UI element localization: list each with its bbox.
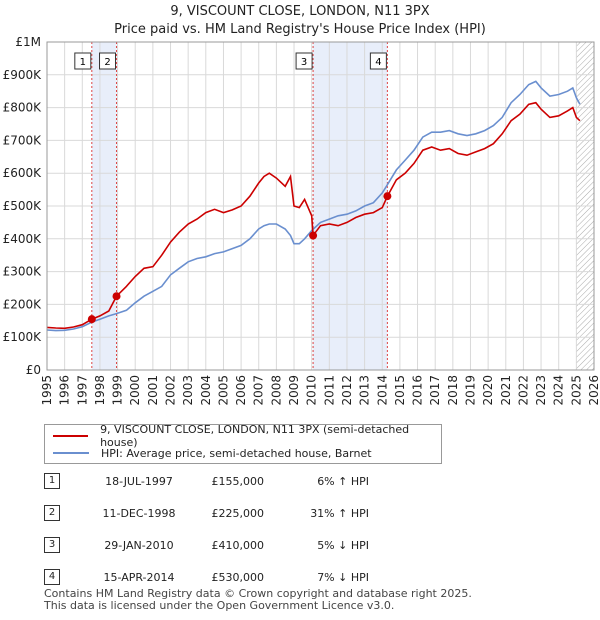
y-tick-label: £1M bbox=[15, 35, 41, 49]
transaction-date: 29-JAN-2010 bbox=[104, 539, 174, 552]
x-tick-label: 2001 bbox=[146, 375, 160, 406]
sale-label-box-3 bbox=[295, 52, 313, 70]
x-tick-label: 2011 bbox=[322, 375, 336, 406]
y-tick-label: £0 bbox=[26, 363, 41, 377]
x-tick-label: 1996 bbox=[58, 375, 72, 406]
x-tick-label: 2013 bbox=[358, 375, 372, 406]
x-tick-label: 2017 bbox=[428, 375, 442, 406]
table-row: 2 11-DEC-1998 £225,000 31% ↑ HPI bbox=[44, 504, 464, 524]
legend-label-property: 9, VISCOUNT CLOSE, LONDON, N11 3PX (semi… bbox=[100, 423, 410, 449]
transaction-price: £225,000 bbox=[211, 507, 265, 520]
x-tick-label: 2024 bbox=[552, 375, 566, 406]
x-tick-label: 2007 bbox=[252, 375, 266, 406]
y-tick-label: £300K bbox=[3, 265, 43, 279]
x-tick-label: 2020 bbox=[481, 375, 495, 406]
x-tick-label: 2008 bbox=[269, 375, 283, 406]
y-tick-label: £800K bbox=[3, 101, 43, 115]
x-tick-label: 2016 bbox=[411, 375, 425, 406]
x-tick-label: 2026 bbox=[587, 375, 600, 406]
sale-point-3 bbox=[309, 231, 318, 240]
legend-item-hpi: HPI: Average price, semi-detached house,… bbox=[53, 445, 372, 461]
chart-subtitle: Price paid vs. HM Land Registry's House … bbox=[114, 22, 486, 37]
sale-label-1: 1 bbox=[80, 57, 86, 68]
plot-border bbox=[46, 41, 595, 371]
transaction-hpi: 5% ↓ HPI bbox=[317, 539, 369, 552]
footer-attribution: Contains HM Land Registry data © Crown c… bbox=[44, 588, 472, 612]
transaction-price: £410,000 bbox=[211, 539, 265, 552]
price-chart: 9, VISCOUNT CLOSE, LONDON, N11 3PX Price… bbox=[3, 4, 600, 406]
x-tick-label: 2021 bbox=[499, 375, 513, 406]
table-row: 4 15-APR-2014 £530,000 7% ↓ HPI bbox=[44, 568, 464, 588]
x-tick-label: 2000 bbox=[128, 375, 142, 406]
x-tick-label: 1997 bbox=[75, 375, 89, 406]
x-tick-label: 2009 bbox=[287, 375, 301, 406]
transaction-number: 1 bbox=[44, 473, 60, 489]
y-tick-label: £600K bbox=[3, 166, 43, 180]
transaction-number: 3 bbox=[44, 537, 60, 553]
transaction-price: £530,000 bbox=[211, 571, 265, 584]
legend-line-blue bbox=[53, 452, 89, 454]
x-tick-label: 2003 bbox=[181, 375, 195, 406]
y-tick-label: £400K bbox=[3, 232, 43, 246]
x-tick-label: 2014 bbox=[375, 375, 389, 406]
transaction-date: 11-DEC-1998 bbox=[102, 507, 176, 520]
hpi-series-line bbox=[46, 80, 581, 332]
x-tick-label: 1998 bbox=[93, 375, 107, 406]
x-tick-label: 2023 bbox=[534, 375, 548, 406]
transaction-hpi: 7% ↓ HPI bbox=[317, 571, 369, 584]
transaction-date: 15-APR-2014 bbox=[103, 571, 175, 584]
sale-label-2: 2 bbox=[104, 57, 110, 68]
sale-label-box-2 bbox=[99, 52, 117, 70]
transaction-hpi: 6% ↑ HPI bbox=[317, 475, 369, 488]
x-tick-label: 2022 bbox=[516, 375, 530, 406]
property-series-line bbox=[46, 101, 581, 330]
sale-label-4: 4 bbox=[375, 57, 381, 68]
x-tick-label: 2006 bbox=[234, 375, 248, 406]
x-tick-label: 2010 bbox=[305, 375, 319, 406]
footer-line-2: This data is licensed under the Open Gov… bbox=[44, 599, 395, 612]
sale-point-2 bbox=[112, 292, 121, 301]
y-tick-label: £500K bbox=[3, 199, 43, 213]
legend: 9, VISCOUNT CLOSE, LONDON, N11 3PX (semi… bbox=[44, 423, 442, 464]
x-tick-label: 2002 bbox=[164, 375, 178, 406]
y-tick-label: £700K bbox=[3, 133, 43, 147]
transaction-number: 4 bbox=[44, 569, 60, 585]
transaction-number: 2 bbox=[44, 505, 60, 521]
sale-point-1 bbox=[87, 315, 96, 324]
transaction-date: 18-JUL-1997 bbox=[105, 475, 173, 488]
x-tick-label: 2005 bbox=[216, 375, 230, 406]
table-row: 3 29-JAN-2010 £410,000 5% ↓ HPI bbox=[44, 536, 464, 556]
y-tick-label: £200K bbox=[3, 297, 43, 311]
y-tick-label: £100K bbox=[3, 330, 43, 344]
sale-point-4 bbox=[383, 192, 392, 201]
legend-item-property: 9, VISCOUNT CLOSE, LONDON, N11 3PX (semi… bbox=[53, 423, 441, 449]
transaction-hpi: 31% ↑ HPI bbox=[310, 507, 369, 520]
x-tick-label: 2025 bbox=[569, 375, 583, 406]
sale-label-box-1 bbox=[74, 52, 92, 70]
sale-label-3: 3 bbox=[301, 57, 307, 68]
footer-line-1: Contains HM Land Registry data © Crown c… bbox=[44, 587, 472, 600]
x-tick-label: 2012 bbox=[340, 375, 354, 406]
x-tick-label: 2004 bbox=[199, 375, 213, 406]
x-tick-label: 2018 bbox=[446, 375, 460, 406]
legend-label-hpi: HPI: Average price, semi-detached house,… bbox=[101, 446, 372, 460]
x-tick-label: 2015 bbox=[393, 375, 407, 406]
chart-title: 9, VISCOUNT CLOSE, LONDON, N11 3PX bbox=[170, 4, 429, 19]
transaction-price: £155,000 bbox=[211, 475, 265, 488]
y-tick-label: £900K bbox=[3, 68, 43, 82]
table-row: 1 18-JUL-1997 £155,000 6% ↑ HPI bbox=[44, 472, 464, 492]
legend-line-red bbox=[53, 435, 89, 437]
x-tick-label: 1995 bbox=[40, 375, 54, 406]
x-tick-label: 2019 bbox=[463, 375, 477, 406]
x-tick-label: 1999 bbox=[111, 375, 125, 406]
sale-label-box-4 bbox=[369, 52, 387, 70]
